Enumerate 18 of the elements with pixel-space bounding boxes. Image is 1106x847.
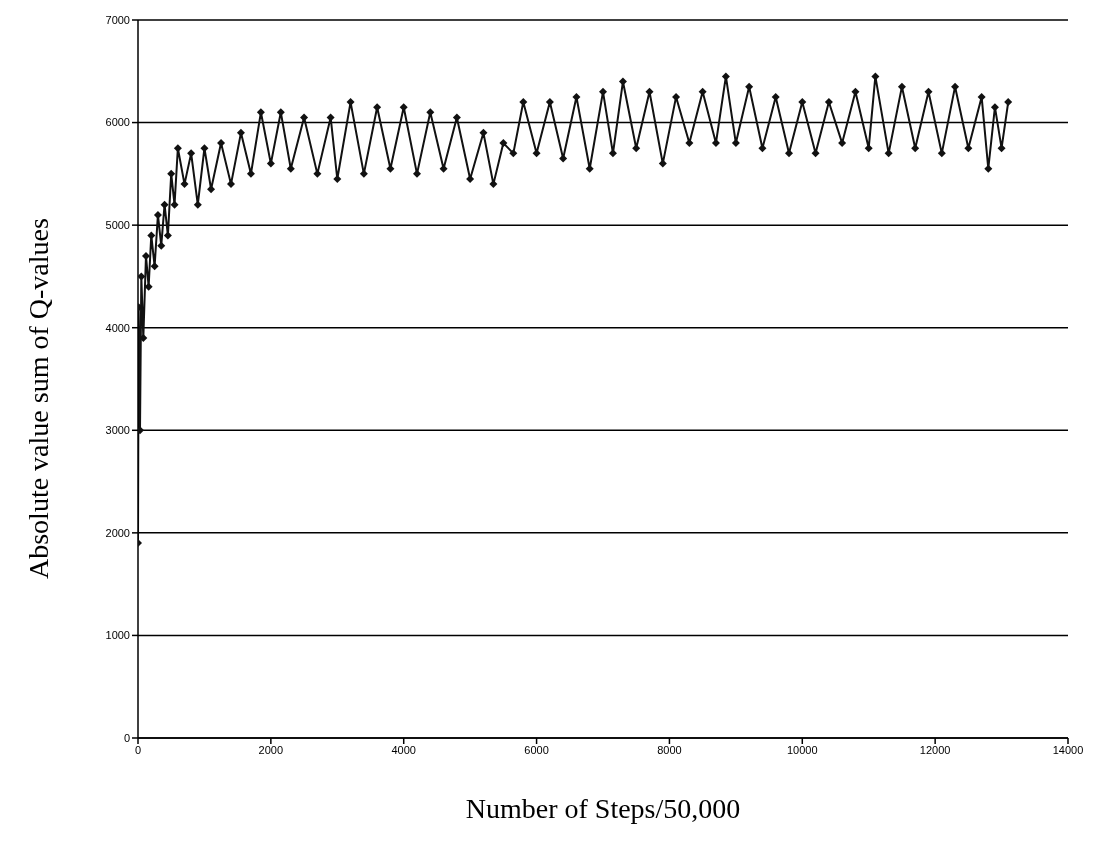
x-tick-label: 10000: [786, 743, 818, 756]
x-tick-label: 6000: [524, 743, 549, 756]
x-tick-label: 8000: [657, 743, 682, 756]
y-tick-label: 3000: [105, 424, 130, 437]
x-tick-label: 4000: [391, 743, 416, 756]
y-tick-label: 1000: [105, 629, 130, 642]
x-axis-title: Number of Steps/50,000: [465, 793, 741, 824]
x-tick-label: 14000: [1052, 743, 1084, 756]
y-axis-title: Absolute value sum of Q-values: [22, 218, 54, 579]
y-tick-label: 4000: [105, 321, 130, 334]
x-tick-label: 12000: [919, 743, 951, 756]
y-tick-label: 0: [123, 731, 130, 744]
y-tick-label: 5000: [105, 219, 130, 232]
y-tick-label: 7000: [105, 13, 130, 26]
x-tick-label: 0: [134, 743, 142, 756]
y-tick-label: 2000: [105, 526, 130, 539]
x-tick-label: 2000: [258, 743, 284, 756]
y-tick-label: 6000: [105, 116, 130, 129]
